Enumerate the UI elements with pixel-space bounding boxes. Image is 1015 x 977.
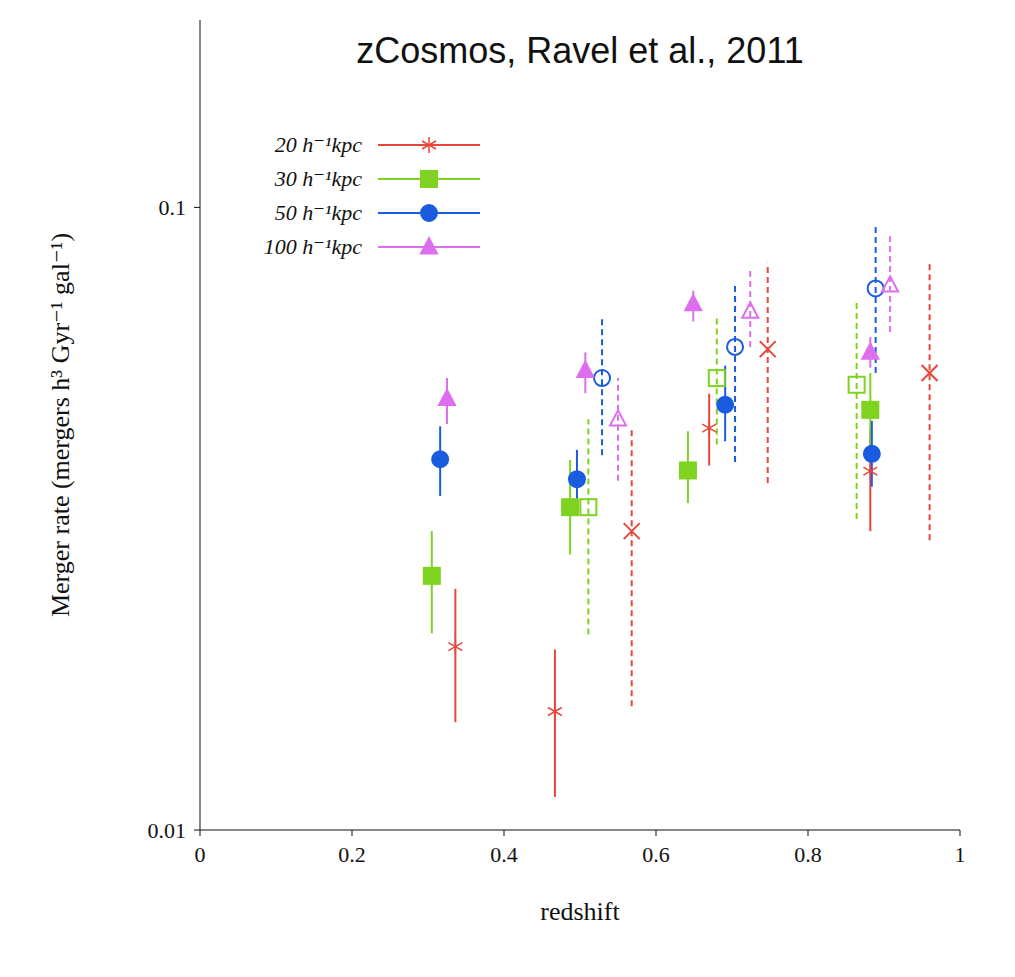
svg-text:0.1: 0.1 (159, 195, 187, 220)
html-text:30 h⁻¹kpc: 30 h⁻¹kpc (274, 166, 362, 191)
svg-text:0.8: 0.8 (794, 842, 822, 867)
html-text:zCosmos, Ravel et al., 2011: zCosmos, Ravel et al., 2011 (356, 30, 804, 71)
svg-text:Merger rate (mergers h³ Gyr⁻¹: Merger rate (mergers h³ Gyr⁻¹ gal⁻¹) (46, 233, 75, 617)
html-text:20 h⁻¹kpc: 20 h⁻¹kpc (274, 132, 362, 157)
svg-text:redshift: redshift (540, 897, 620, 926)
html-text:50 h⁻¹kpc: 50 h⁻¹kpc (274, 200, 362, 225)
svg-text:0: 0 (195, 842, 206, 867)
svg-text:0.01: 0.01 (148, 818, 187, 843)
html-text:100 h⁻¹kpc: 100 h⁻¹kpc (263, 234, 362, 259)
svg-text:1: 1 (955, 842, 966, 867)
svg-text:0.6: 0.6 (642, 842, 670, 867)
svg-text:0.4: 0.4 (490, 842, 518, 867)
svg-text:0.2: 0.2 (338, 842, 366, 867)
